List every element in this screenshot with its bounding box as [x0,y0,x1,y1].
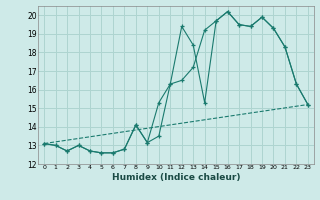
X-axis label: Humidex (Indice chaleur): Humidex (Indice chaleur) [112,173,240,182]
